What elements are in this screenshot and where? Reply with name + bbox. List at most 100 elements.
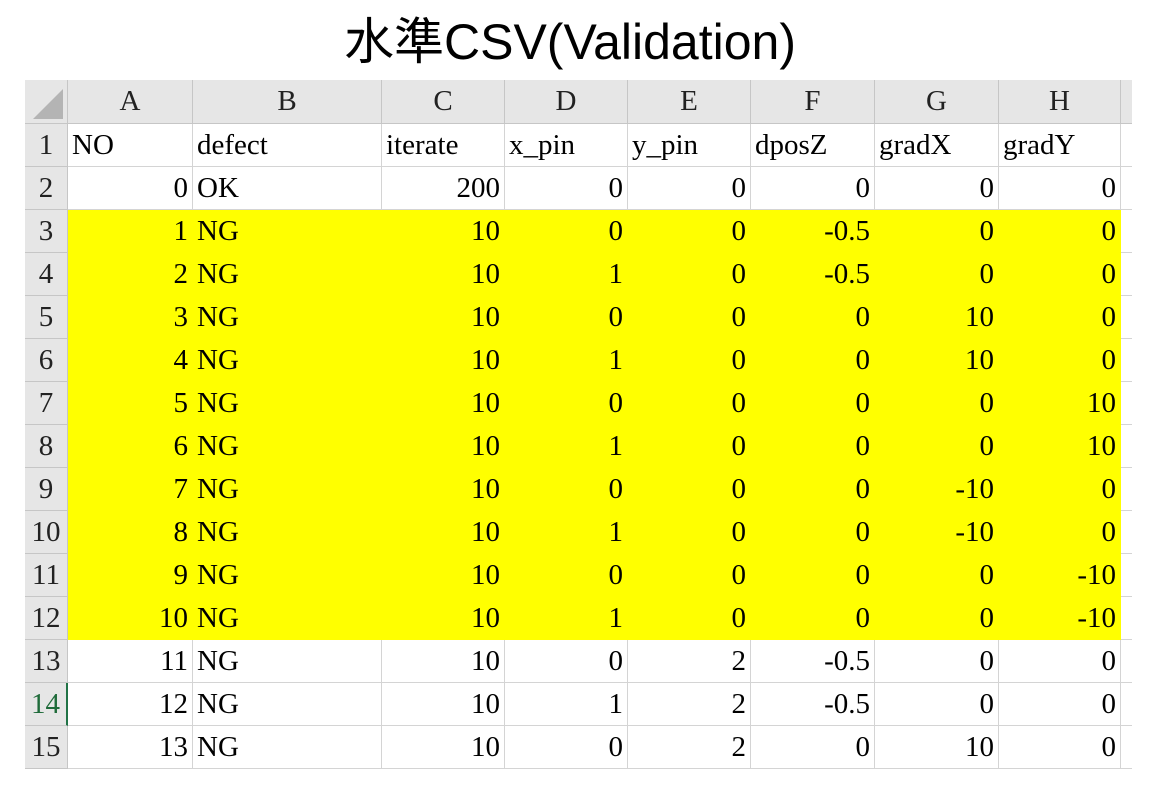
cell-e8[interactable]: 0 <box>628 425 751 468</box>
cell-h15[interactable]: 0 <box>999 726 1121 769</box>
cell-f10[interactable]: 0 <box>751 511 875 554</box>
column-header-d[interactable]: D <box>505 80 628 124</box>
cell-c4[interactable]: 10 <box>382 253 505 296</box>
row-header-15[interactable]: 15 <box>25 726 68 769</box>
cell-g1[interactable]: gradX <box>875 124 999 167</box>
cell-a3[interactable]: 1 <box>68 210 193 253</box>
cell-e7[interactable]: 0 <box>628 382 751 425</box>
cell-b15[interactable]: NG <box>193 726 382 769</box>
cell-e9[interactable]: 0 <box>628 468 751 511</box>
cell-a9[interactable]: 7 <box>68 468 193 511</box>
cell-d3[interactable]: 0 <box>505 210 628 253</box>
select-all-corner[interactable] <box>25 80 68 124</box>
cell-f11[interactable]: 0 <box>751 554 875 597</box>
column-header-e[interactable]: E <box>628 80 751 124</box>
cell-h6[interactable]: 0 <box>999 339 1121 382</box>
cell-g13[interactable]: 0 <box>875 640 999 683</box>
cell-g5[interactable]: 10 <box>875 296 999 339</box>
cell-h8[interactable]: 10 <box>999 425 1121 468</box>
cell-b11[interactable]: NG <box>193 554 382 597</box>
cell-d10[interactable]: 1 <box>505 511 628 554</box>
cell-d8[interactable]: 1 <box>505 425 628 468</box>
cell-h13[interactable]: 0 <box>999 640 1121 683</box>
cell-h10[interactable]: 0 <box>999 511 1121 554</box>
cell-c5[interactable]: 10 <box>382 296 505 339</box>
cell-f8[interactable]: 0 <box>751 425 875 468</box>
cell-e13[interactable]: 2 <box>628 640 751 683</box>
cell-c13[interactable]: 10 <box>382 640 505 683</box>
cell-c3[interactable]: 10 <box>382 210 505 253</box>
cell-c7[interactable]: 10 <box>382 382 505 425</box>
row-header-9[interactable]: 9 <box>25 468 68 511</box>
cell-f15[interactable]: 0 <box>751 726 875 769</box>
cell-g14[interactable]: 0 <box>875 683 999 726</box>
cell-b10[interactable]: NG <box>193 511 382 554</box>
cell-g15[interactable]: 10 <box>875 726 999 769</box>
row-header-11[interactable]: 11 <box>25 554 68 597</box>
cell-h12[interactable]: -10 <box>999 597 1121 640</box>
cell-d14[interactable]: 1 <box>505 683 628 726</box>
row-header-14[interactable]: 14 <box>25 683 68 726</box>
cell-d5[interactable]: 0 <box>505 296 628 339</box>
row-header-7[interactable]: 7 <box>25 382 68 425</box>
cell-h14[interactable]: 0 <box>999 683 1121 726</box>
cell-g12[interactable]: 0 <box>875 597 999 640</box>
row-header-2[interactable]: 2 <box>25 167 68 210</box>
cell-f14[interactable]: -0.5 <box>751 683 875 726</box>
cell-b6[interactable]: NG <box>193 339 382 382</box>
cell-h4[interactable]: 0 <box>999 253 1121 296</box>
cell-g10[interactable]: -10 <box>875 511 999 554</box>
cell-h7[interactable]: 10 <box>999 382 1121 425</box>
cell-a1[interactable]: NO <box>68 124 193 167</box>
cell-d6[interactable]: 1 <box>505 339 628 382</box>
cell-h11[interactable]: -10 <box>999 554 1121 597</box>
cell-e15[interactable]: 2 <box>628 726 751 769</box>
row-header-13[interactable]: 13 <box>25 640 68 683</box>
row-header-1[interactable]: 1 <box>25 124 68 167</box>
cell-b7[interactable]: NG <box>193 382 382 425</box>
cell-e1[interactable]: y_pin <box>628 124 751 167</box>
cell-d15[interactable]: 0 <box>505 726 628 769</box>
cell-b4[interactable]: NG <box>193 253 382 296</box>
cell-d9[interactable]: 0 <box>505 468 628 511</box>
cell-g8[interactable]: 0 <box>875 425 999 468</box>
cell-d13[interactable]: 0 <box>505 640 628 683</box>
row-header-3[interactable]: 3 <box>25 210 68 253</box>
cell-c8[interactable]: 10 <box>382 425 505 468</box>
cell-b12[interactable]: NG <box>193 597 382 640</box>
row-header-6[interactable]: 6 <box>25 339 68 382</box>
cell-e14[interactable]: 2 <box>628 683 751 726</box>
cell-f3[interactable]: -0.5 <box>751 210 875 253</box>
cell-e4[interactable]: 0 <box>628 253 751 296</box>
cell-b1[interactable]: defect <box>193 124 382 167</box>
cell-a4[interactable]: 2 <box>68 253 193 296</box>
cell-b3[interactable]: NG <box>193 210 382 253</box>
cell-f7[interactable]: 0 <box>751 382 875 425</box>
cell-f6[interactable]: 0 <box>751 339 875 382</box>
cell-g4[interactable]: 0 <box>875 253 999 296</box>
cell-f9[interactable]: 0 <box>751 468 875 511</box>
cell-d7[interactable]: 0 <box>505 382 628 425</box>
cell-c9[interactable]: 10 <box>382 468 505 511</box>
column-header-c[interactable]: C <box>382 80 505 124</box>
column-header-h[interactable]: H <box>999 80 1121 124</box>
cell-g2[interactable]: 0 <box>875 167 999 210</box>
cell-h9[interactable]: 0 <box>999 468 1121 511</box>
cell-g9[interactable]: -10 <box>875 468 999 511</box>
row-header-8[interactable]: 8 <box>25 425 68 468</box>
cell-c14[interactable]: 10 <box>382 683 505 726</box>
cell-a2[interactable]: 0 <box>68 167 193 210</box>
cell-h1[interactable]: gradY <box>999 124 1121 167</box>
cell-f1[interactable]: dposZ <box>751 124 875 167</box>
column-header-b[interactable]: B <box>193 80 382 124</box>
cell-e11[interactable]: 0 <box>628 554 751 597</box>
cell-a10[interactable]: 8 <box>68 511 193 554</box>
cell-f4[interactable]: -0.5 <box>751 253 875 296</box>
cell-f12[interactable]: 0 <box>751 597 875 640</box>
cell-e5[interactable]: 0 <box>628 296 751 339</box>
row-header-4[interactable]: 4 <box>25 253 68 296</box>
cell-d4[interactable]: 1 <box>505 253 628 296</box>
cell-e12[interactable]: 0 <box>628 597 751 640</box>
cell-c11[interactable]: 10 <box>382 554 505 597</box>
cell-a14[interactable]: 12 <box>68 683 193 726</box>
